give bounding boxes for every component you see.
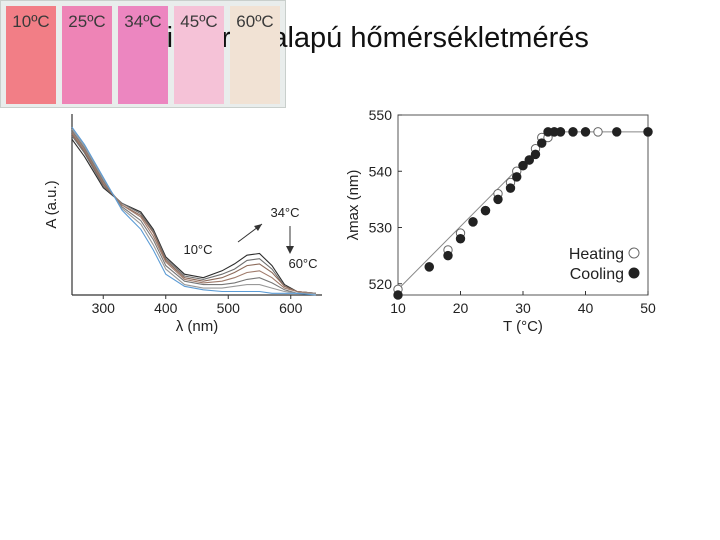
y-tick-label: 530 bbox=[369, 220, 393, 236]
spectrum-line bbox=[71, 126, 316, 296]
annotation-label: 10°C bbox=[183, 242, 212, 257]
cooling-point bbox=[537, 138, 547, 148]
y-axis-title: λmax (nm) bbox=[345, 170, 362, 241]
x-axis-title: T (°C) bbox=[503, 318, 543, 335]
y-tick-label: 540 bbox=[369, 163, 393, 179]
x-tick-label: 30 bbox=[515, 300, 531, 316]
x-axis-title: λ (nm) bbox=[176, 318, 219, 335]
cooling-point bbox=[480, 205, 491, 216]
cuvette-temperature-label: 25ºC bbox=[68, 12, 106, 31]
x-tick-label: 500 bbox=[217, 300, 241, 316]
annotation-label: 34°C bbox=[270, 205, 299, 220]
annotation-label: 60°C bbox=[288, 256, 317, 271]
lambda-max-temperature-chart: 10 20 30 40 50 520 530 540 550 T (°C) λmax (nm) Hea… bbox=[340, 100, 670, 350]
cooling-point bbox=[443, 250, 453, 261]
x-tick-label: 40 bbox=[578, 300, 594, 316]
cuvette-temperature-label: 45ºC bbox=[180, 12, 218, 31]
heating-point bbox=[593, 127, 603, 137]
cuvette-swatch: 25ºC bbox=[62, 6, 112, 104]
legend-label: Cooling bbox=[570, 266, 624, 283]
legend-filled-marker bbox=[628, 267, 640, 279]
lambda-max-scatter-svg: 10 20 30 40 50 520 530 540 550 T (°C) λmax (nm) Hea… bbox=[345, 107, 656, 335]
cooling-point bbox=[455, 234, 466, 244]
absorbance-spectrum-svg: 300 400 500 600 λ (nm) A (a.u.) 34°C 10°C 60°C bbox=[43, 114, 322, 335]
x-tick-label: 50 bbox=[640, 300, 656, 316]
cuvette-swatch: 10ºC bbox=[6, 6, 56, 104]
cooling-point bbox=[524, 155, 534, 165]
cooling-point bbox=[505, 183, 516, 193]
cooling-point bbox=[468, 217, 478, 227]
cooling-point bbox=[493, 194, 503, 205]
x-tick-label: 300 bbox=[92, 300, 116, 316]
y-tick-label: 520 bbox=[369, 276, 393, 292]
legend-open-marker bbox=[628, 247, 640, 259]
absorbance-spectrum-chart: 300 400 500 600 λ (nm) A (a.u.) 34°C 10°C 60°C bbox=[40, 100, 330, 350]
cooling-point bbox=[530, 149, 541, 160]
cooling-point bbox=[512, 172, 522, 182]
y-axis-title: A (a.u.) bbox=[43, 180, 60, 228]
arrow-up-head bbox=[254, 224, 262, 231]
cooling-point bbox=[393, 290, 403, 300]
cooling-point bbox=[555, 127, 566, 137]
x-tick-label: 600 bbox=[279, 300, 303, 316]
cooling-point bbox=[424, 262, 434, 272]
cooling-point bbox=[580, 127, 591, 137]
cooling-point bbox=[568, 127, 578, 137]
cuvette-temperature-label: 60ºC bbox=[236, 12, 274, 31]
x-tick-label: 400 bbox=[154, 300, 178, 316]
cuvette-swatch: 45ºC bbox=[174, 6, 224, 104]
legend-label: Heating bbox=[569, 246, 624, 263]
x-tick-label: 20 bbox=[453, 300, 469, 316]
cuvette-swatch: 34ºC bbox=[118, 6, 168, 104]
cooling-point bbox=[643, 127, 653, 137]
cuvette-temperature-label: 34ºC bbox=[124, 12, 162, 31]
cooling-point bbox=[518, 160, 528, 171]
cuvette-color-swatches: 10ºC 25ºC 34ºC 45ºC 60ºC bbox=[0, 0, 286, 108]
arrow-down-head bbox=[286, 246, 294, 254]
cooling-point bbox=[612, 127, 622, 137]
cuvette-swatch: 60ºC bbox=[230, 6, 280, 104]
cuvette-temperature-label: 10ºC bbox=[12, 12, 50, 31]
x-tick-label: 10 bbox=[390, 300, 406, 316]
y-tick-label: 550 bbox=[369, 107, 393, 123]
